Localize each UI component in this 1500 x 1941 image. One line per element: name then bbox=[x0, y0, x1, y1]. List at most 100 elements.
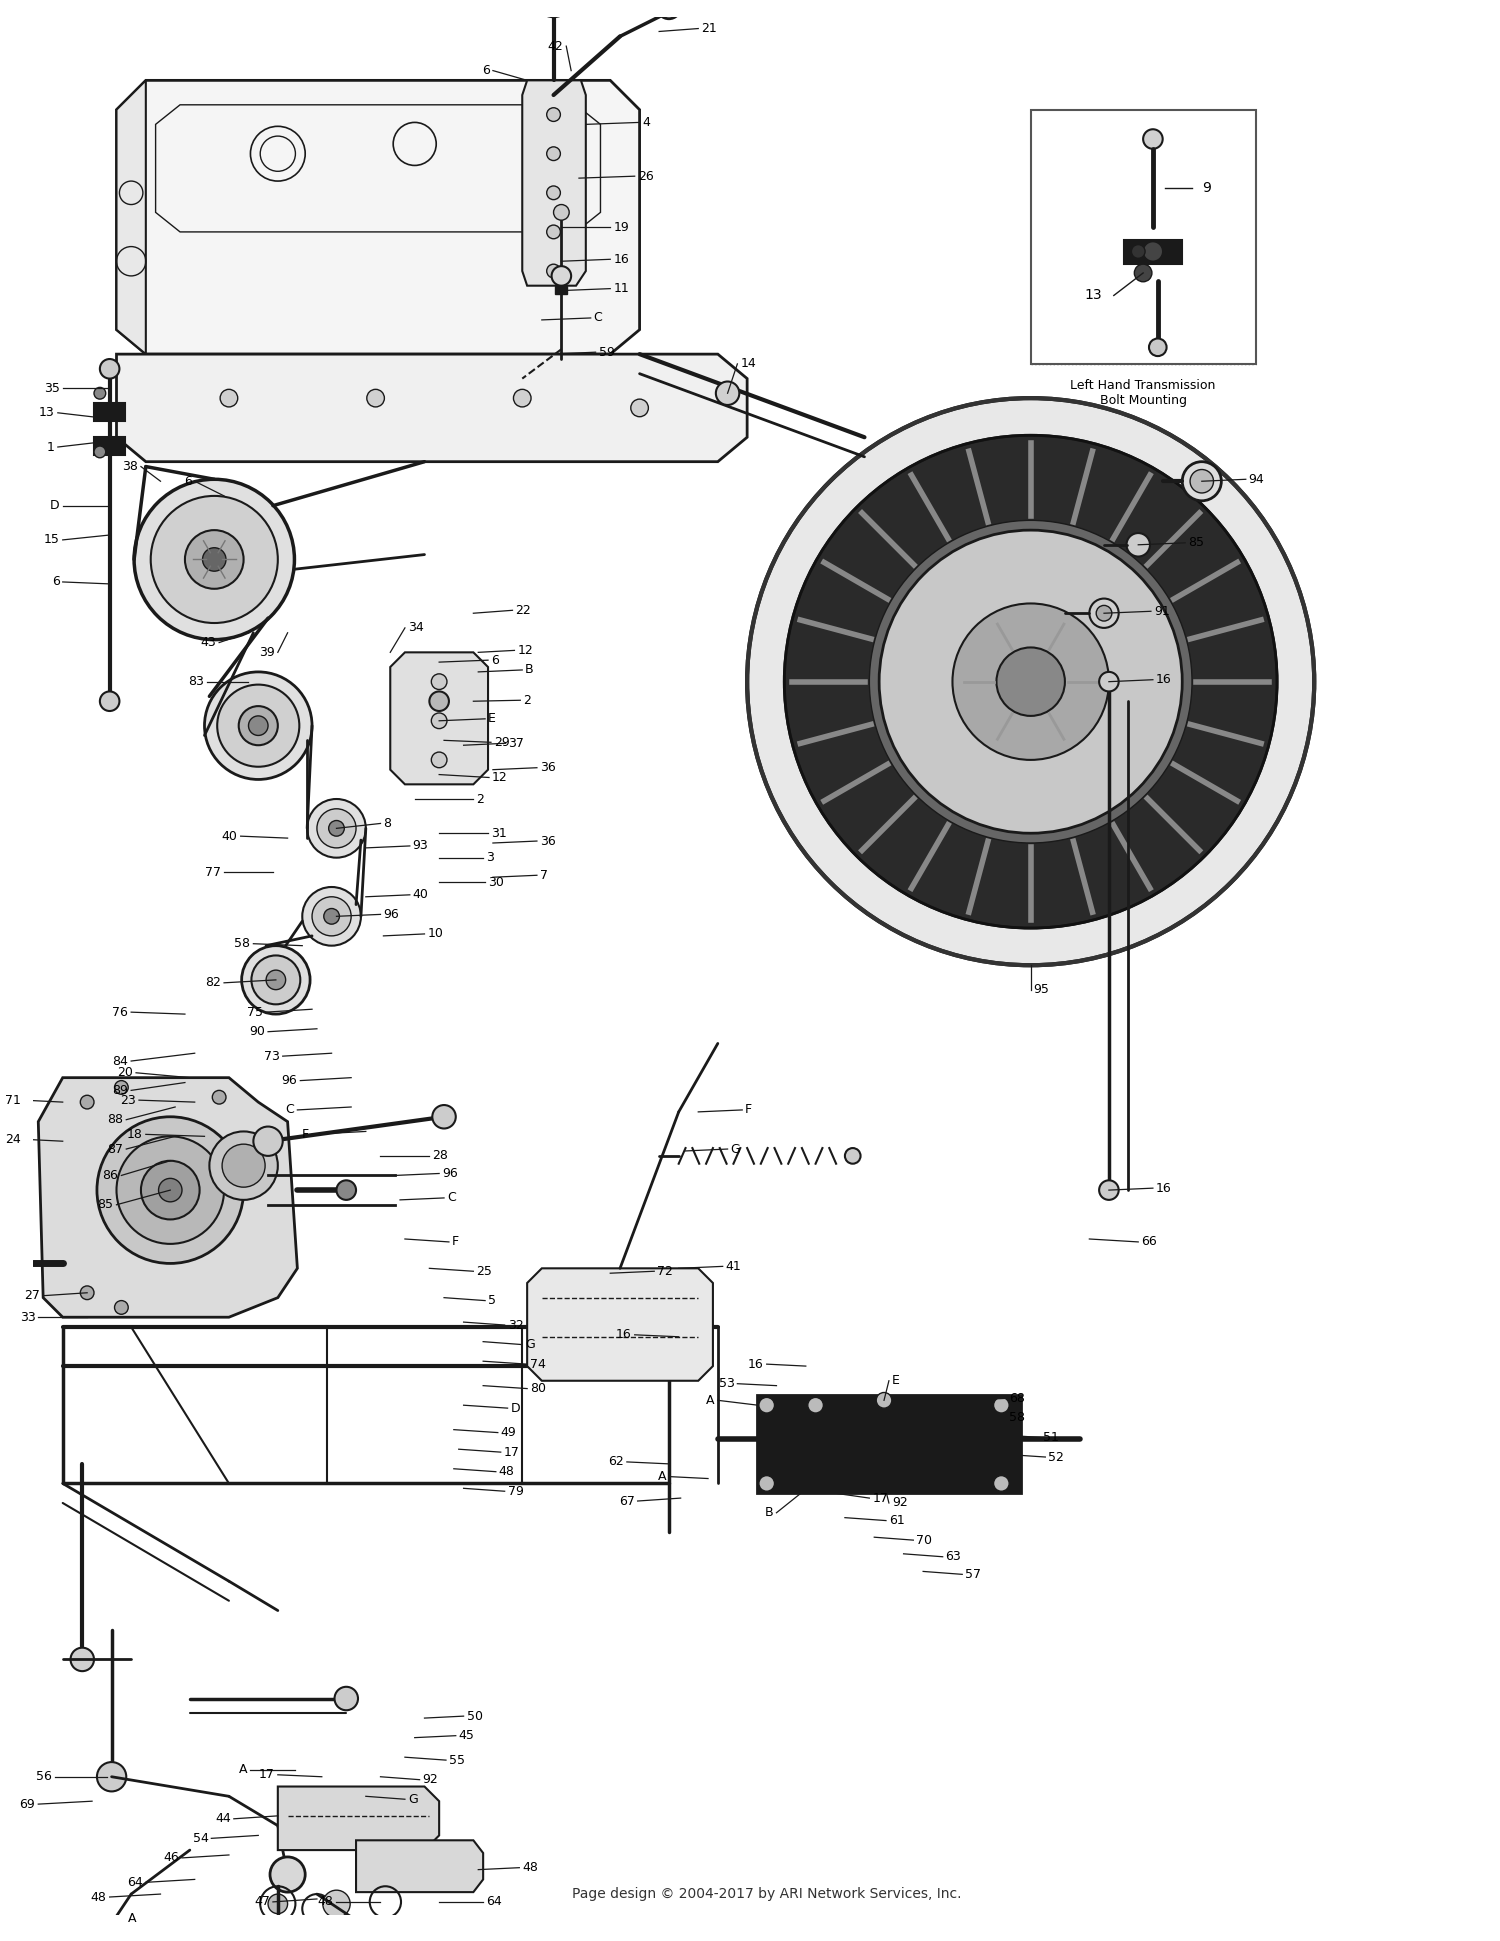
Circle shape bbox=[134, 479, 294, 641]
Circle shape bbox=[513, 390, 531, 408]
Polygon shape bbox=[390, 652, 488, 784]
Text: A: A bbox=[657, 1469, 666, 1483]
Circle shape bbox=[546, 264, 561, 278]
Text: 25: 25 bbox=[477, 1266, 492, 1277]
Text: 73: 73 bbox=[264, 1050, 280, 1062]
Text: 38: 38 bbox=[122, 460, 138, 474]
Text: E: E bbox=[488, 712, 496, 726]
Text: 26: 26 bbox=[638, 169, 654, 182]
Circle shape bbox=[100, 1916, 123, 1941]
Text: 87: 87 bbox=[108, 1143, 123, 1155]
Text: 43: 43 bbox=[201, 637, 216, 648]
Polygon shape bbox=[356, 1840, 483, 1892]
Circle shape bbox=[220, 390, 237, 408]
Circle shape bbox=[546, 186, 561, 200]
Text: C: C bbox=[285, 1102, 294, 1116]
Text: 41: 41 bbox=[726, 1260, 741, 1273]
Text: C: C bbox=[594, 311, 603, 324]
Circle shape bbox=[1100, 1180, 1119, 1200]
Circle shape bbox=[432, 712, 447, 728]
Text: F: F bbox=[302, 1128, 309, 1141]
Circle shape bbox=[536, 0, 572, 17]
Text: 5: 5 bbox=[488, 1295, 496, 1306]
Text: 40: 40 bbox=[222, 829, 237, 842]
Circle shape bbox=[1096, 606, 1112, 621]
Circle shape bbox=[1100, 672, 1119, 691]
Text: 76: 76 bbox=[112, 1005, 128, 1019]
Text: 2: 2 bbox=[477, 792, 484, 806]
Text: D: D bbox=[510, 1401, 520, 1415]
Circle shape bbox=[100, 691, 120, 710]
Circle shape bbox=[1182, 462, 1221, 501]
Circle shape bbox=[81, 1287, 94, 1300]
Text: 13: 13 bbox=[1084, 289, 1102, 303]
Text: 48: 48 bbox=[318, 1896, 333, 1908]
Circle shape bbox=[202, 547, 226, 571]
Text: 17: 17 bbox=[260, 1768, 274, 1782]
Text: 34: 34 bbox=[408, 621, 423, 635]
Circle shape bbox=[993, 1398, 1010, 1413]
Text: 39: 39 bbox=[260, 646, 274, 658]
Circle shape bbox=[952, 604, 1108, 759]
Circle shape bbox=[432, 751, 447, 769]
Text: 64: 64 bbox=[486, 1896, 502, 1908]
Text: 70: 70 bbox=[916, 1533, 933, 1547]
Text: 16: 16 bbox=[614, 252, 628, 266]
Circle shape bbox=[266, 970, 285, 990]
Text: 1: 1 bbox=[46, 441, 56, 454]
Circle shape bbox=[1149, 338, 1167, 355]
Circle shape bbox=[716, 382, 740, 406]
Circle shape bbox=[308, 800, 366, 858]
Text: 88: 88 bbox=[108, 1114, 123, 1126]
Circle shape bbox=[184, 530, 243, 588]
Circle shape bbox=[1131, 245, 1144, 258]
Text: 54: 54 bbox=[192, 1832, 208, 1844]
Text: A: A bbox=[706, 1394, 716, 1407]
Text: 22: 22 bbox=[516, 604, 531, 617]
Text: 8: 8 bbox=[384, 817, 392, 831]
Text: 18: 18 bbox=[128, 1128, 142, 1141]
Text: 17: 17 bbox=[873, 1491, 888, 1504]
Circle shape bbox=[159, 1178, 182, 1201]
Circle shape bbox=[432, 1104, 456, 1128]
Circle shape bbox=[100, 359, 120, 378]
Circle shape bbox=[759, 1475, 774, 1491]
Circle shape bbox=[114, 1300, 128, 1314]
Text: 62: 62 bbox=[608, 1456, 624, 1469]
Text: 53: 53 bbox=[718, 1378, 735, 1390]
Circle shape bbox=[217, 685, 300, 767]
Text: 58: 58 bbox=[1010, 1411, 1025, 1425]
Circle shape bbox=[249, 716, 268, 736]
Text: 67: 67 bbox=[620, 1495, 634, 1508]
Text: G: G bbox=[730, 1143, 741, 1155]
Text: 28: 28 bbox=[432, 1149, 448, 1163]
Text: 9: 9 bbox=[1202, 181, 1210, 194]
Text: 86: 86 bbox=[102, 1168, 118, 1182]
Text: 7: 7 bbox=[540, 870, 548, 881]
Text: 17: 17 bbox=[504, 1446, 519, 1458]
Text: 45: 45 bbox=[459, 1729, 474, 1743]
Polygon shape bbox=[117, 80, 639, 353]
Polygon shape bbox=[39, 1077, 297, 1318]
Circle shape bbox=[242, 945, 310, 1013]
Circle shape bbox=[368, 390, 384, 408]
Circle shape bbox=[844, 1147, 861, 1165]
Text: 84: 84 bbox=[112, 1054, 128, 1068]
Circle shape bbox=[657, 0, 681, 19]
Text: 12: 12 bbox=[518, 644, 532, 656]
Text: 50: 50 bbox=[466, 1710, 483, 1722]
Circle shape bbox=[210, 1132, 278, 1200]
Text: 96: 96 bbox=[384, 908, 399, 920]
Text: 55: 55 bbox=[448, 1753, 465, 1766]
Circle shape bbox=[322, 1891, 350, 1918]
Text: 83: 83 bbox=[189, 675, 204, 689]
Text: 6: 6 bbox=[184, 476, 192, 487]
Text: 56: 56 bbox=[36, 1770, 52, 1784]
Circle shape bbox=[808, 1398, 824, 1413]
Circle shape bbox=[141, 1161, 200, 1219]
Circle shape bbox=[222, 1143, 266, 1188]
Circle shape bbox=[117, 1135, 224, 1244]
Text: 42: 42 bbox=[548, 39, 564, 52]
Text: 48: 48 bbox=[500, 1465, 514, 1479]
Text: 77: 77 bbox=[206, 866, 220, 879]
